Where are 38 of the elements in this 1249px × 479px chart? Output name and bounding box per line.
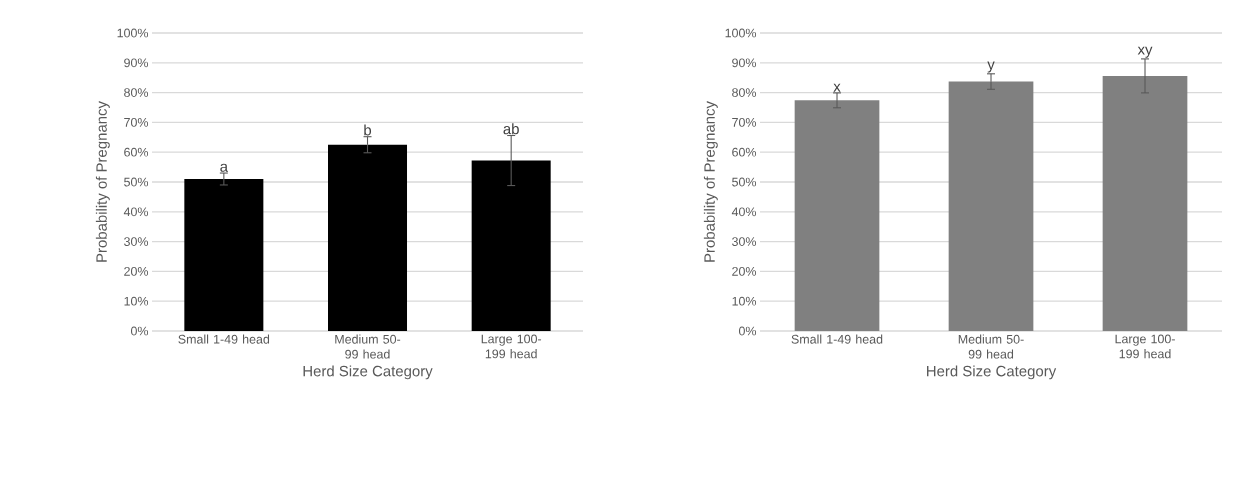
y-tick-label: 70% — [732, 117, 757, 127]
y-tick-label: 90% — [124, 58, 149, 68]
x-tick-label: Large 100-199 head — [481, 334, 542, 359]
y-tick-label: 60% — [732, 147, 757, 157]
annotation: y — [987, 61, 995, 73]
x-tick-label: Large 100-199 head — [1115, 334, 1175, 359]
y-tick-label: 0% — [738, 326, 757, 336]
y-tick-label: 10% — [732, 296, 757, 306]
y-axis-title: Probability of Pregnancy — [703, 101, 718, 262]
y-tick-label: 40% — [731, 207, 757, 217]
annotation: a — [220, 163, 228, 172]
y-tick-label: 50% — [124, 177, 149, 187]
y-tick-label: 100% — [725, 28, 757, 38]
x-tick-label: Medium 50-99 head — [958, 334, 1024, 359]
y-tick-label: 80% — [124, 88, 149, 97]
annotation: x — [833, 83, 841, 92]
y-tick-label: 90% — [732, 58, 757, 68]
annotation: ab — [503, 123, 519, 135]
x-axis-title: Herd Size Category — [927, 365, 1057, 380]
y-tick-label: 80% — [732, 88, 757, 97]
y-tick-label: 60% — [124, 147, 149, 157]
annotation: xy — [1137, 46, 1153, 58]
y-tick-label: 30% — [124, 237, 149, 246]
x-tick-label: Small 1-49 head — [791, 334, 883, 344]
y-tick-label: 50% — [732, 177, 757, 187]
y-tick-label: 0% — [130, 326, 149, 336]
x-tick-label: Medium 50-99 head — [335, 334, 401, 359]
y-tick-label: 40% — [123, 207, 149, 217]
annotation: b — [364, 124, 372, 136]
x-tick-label: Small 1-49 head — [178, 334, 270, 344]
y-tick-label: 100% — [117, 28, 149, 38]
y-axis-title: Probability of Pregnancy — [95, 101, 110, 262]
y-tick-label: 20% — [732, 266, 757, 276]
x-axis-title: Herd Size Category — [303, 365, 433, 380]
y-tick-label: 10% — [124, 296, 149, 306]
y-tick-label: 30% — [732, 237, 757, 246]
y-tick-label: 20% — [124, 266, 149, 276]
y-tick-label: 70% — [124, 117, 149, 127]
